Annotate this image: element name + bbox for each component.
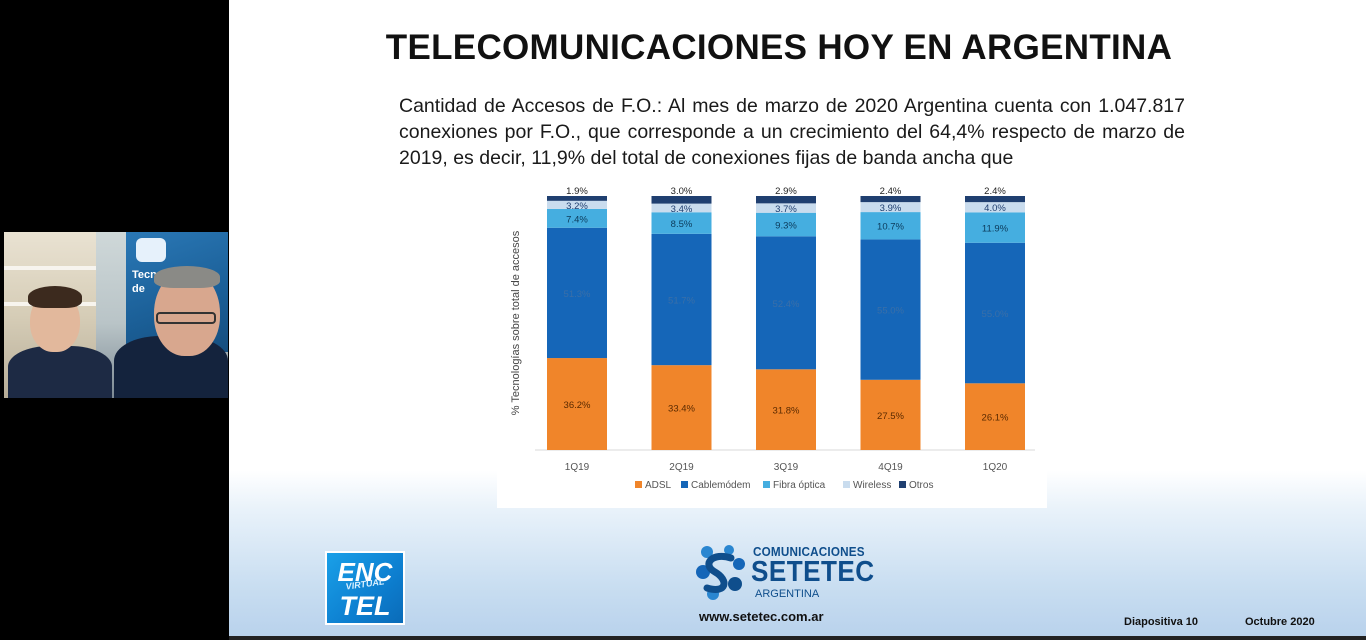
bar-adsl-4Q19 (860, 379, 921, 450)
data-label-wireless-3Q19: 3.7% (775, 204, 797, 215)
setetec-logo-icon (696, 545, 745, 600)
bar-otros-3Q19 (756, 196, 816, 204)
legend-label-adsl: ADSL (645, 480, 672, 491)
data-label-cablemdem-2Q19: 51.7% (668, 296, 695, 307)
bar-adsl-1Q19 (547, 358, 607, 450)
data-label-otros-2Q19: 3.0% (671, 186, 693, 197)
presentation-slide: TELECOMUNICACIONES HOY EN ARGENTINA Cant… (229, 0, 1366, 636)
bar-fibraptica-2Q19 (651, 212, 712, 234)
data-label-otros-4Q19: 2.4% (880, 186, 902, 197)
y-axis-label: % Tecnologías sobre total de accesos (510, 230, 522, 415)
slide-paragraph: Cantidad de Accesos de F.O.: Al mes de m… (399, 95, 1185, 169)
website-url: www.setetec.com.ar (699, 609, 824, 624)
bar-wireless-1Q19 (547, 200, 607, 209)
legend-swatch-adsl (635, 481, 642, 488)
legend-label-cablemdem: Cablemódem (691, 480, 750, 491)
data-label-fibraptica-1Q19: 7.4% (566, 214, 588, 225)
participant-young-man (8, 286, 112, 398)
x-tick-label-1Q20: 1Q20 (983, 462, 1008, 473)
data-label-cablemdem-1Q19: 51.3% (564, 289, 591, 300)
x-tick-label-4Q19: 4Q19 (878, 462, 903, 473)
data-label-adsl-3Q19: 31.8% (773, 406, 800, 417)
legend-label-otros: Otros (909, 480, 933, 491)
x-tick-label-3Q19: 3Q19 (774, 462, 799, 473)
window-bottom-edge (229, 636, 1366, 640)
chart-svg: % Tecnologías sobre total de accesos 36.2… (510, 186, 1035, 491)
bar-otros-2Q19 (651, 196, 712, 204)
participant-presenter (114, 266, 228, 398)
x-tick-label-1Q19: 1Q19 (565, 462, 590, 473)
legend-swatch-fibraptica (763, 481, 770, 488)
brand-name: SETETEC (751, 556, 875, 588)
bar-wireless-3Q19 (756, 203, 816, 213)
brand-tagline: COMUNICACIONES (753, 544, 865, 559)
webcam-feed: Tecno de (4, 232, 228, 398)
legend-swatch-otros (899, 481, 906, 488)
bar-otros-1Q19 (547, 196, 607, 201)
data-label-otros-1Q19: 1.9% (566, 186, 588, 197)
bar-cablemdem-1Q20 (965, 242, 1025, 384)
data-label-cablemdem-3Q19: 52.4% (773, 299, 800, 310)
slide-date: Octubre 2020 (1245, 616, 1315, 628)
bar-fibraptica-1Q19 (547, 208, 607, 228)
bar-cablemdem-1Q19 (547, 227, 607, 359)
data-label-cablemdem-4Q19: 55.0% (877, 306, 904, 317)
brand-country: ARGENTINA (755, 588, 820, 600)
data-label-otros-3Q19: 2.9% (775, 186, 797, 197)
bar-cablemdem-4Q19 (860, 239, 921, 380)
bar-otros-4Q19 (860, 196, 921, 203)
data-label-fibraptica-4Q19: 10.7% (877, 222, 904, 233)
bar-fibraptica-1Q20 (965, 212, 1025, 243)
legend-label-fibraptica: Fibra óptica (773, 480, 826, 491)
data-label-adsl-2Q19: 33.4% (668, 404, 695, 415)
bar-fibraptica-3Q19 (756, 212, 816, 237)
data-label-fibraptica-3Q19: 9.3% (775, 221, 797, 232)
data-label-adsl-4Q19: 27.5% (877, 411, 904, 422)
legend-swatch-wireless (843, 481, 850, 488)
legend-label-wireless: Wireless (853, 480, 891, 491)
bar-adsl-1Q20 (965, 383, 1025, 450)
slide-number: Diapositiva 10 (1124, 616, 1198, 628)
data-label-wireless-1Q20: 4.0% (984, 203, 1006, 214)
data-label-adsl-1Q19: 36.2% (564, 400, 591, 411)
data-label-wireless-1Q19: 3.2% (566, 201, 588, 212)
legend-swatch-cablemdem (681, 481, 688, 488)
stacked-bar-chart: % Tecnologías sobre total de accesos 36.2… (497, 182, 1047, 508)
bar-wireless-2Q19 (651, 203, 712, 213)
x-tick-label-2Q19: 2Q19 (669, 462, 694, 473)
data-label-adsl-1Q20: 26.1% (982, 413, 1009, 424)
enc-virtual-tel-logo: ENC VIRTUAL TEL (325, 551, 405, 625)
bar-adsl-2Q19 (651, 365, 712, 450)
data-label-fibraptica-2Q19: 8.5% (671, 219, 693, 230)
bar-cablemdem-2Q19 (651, 233, 712, 366)
data-label-otros-1Q20: 2.4% (984, 186, 1006, 197)
enc-logo-line1: ENC (337, 557, 393, 587)
bar-otros-1Q20 (965, 196, 1025, 203)
bar-adsl-3Q19 (756, 369, 816, 450)
bar-wireless-4Q19 (860, 202, 921, 213)
banner-logo (136, 238, 166, 262)
slide-title: TELECOMUNICACIONES HOY EN ARGENTINA (385, 28, 1173, 67)
data-label-wireless-2Q19: 3.4% (671, 204, 693, 215)
enc-logo-line3: TEL (339, 591, 391, 621)
data-label-fibraptica-1Q20: 11.9% (982, 224, 1009, 235)
bar-wireless-1Q20 (965, 202, 1025, 213)
data-label-wireless-4Q19: 3.9% (880, 203, 902, 214)
bar-fibraptica-4Q19 (860, 212, 921, 240)
data-label-cablemdem-1Q20: 55.0% (982, 309, 1009, 320)
bar-cablemdem-3Q19 (756, 236, 816, 370)
